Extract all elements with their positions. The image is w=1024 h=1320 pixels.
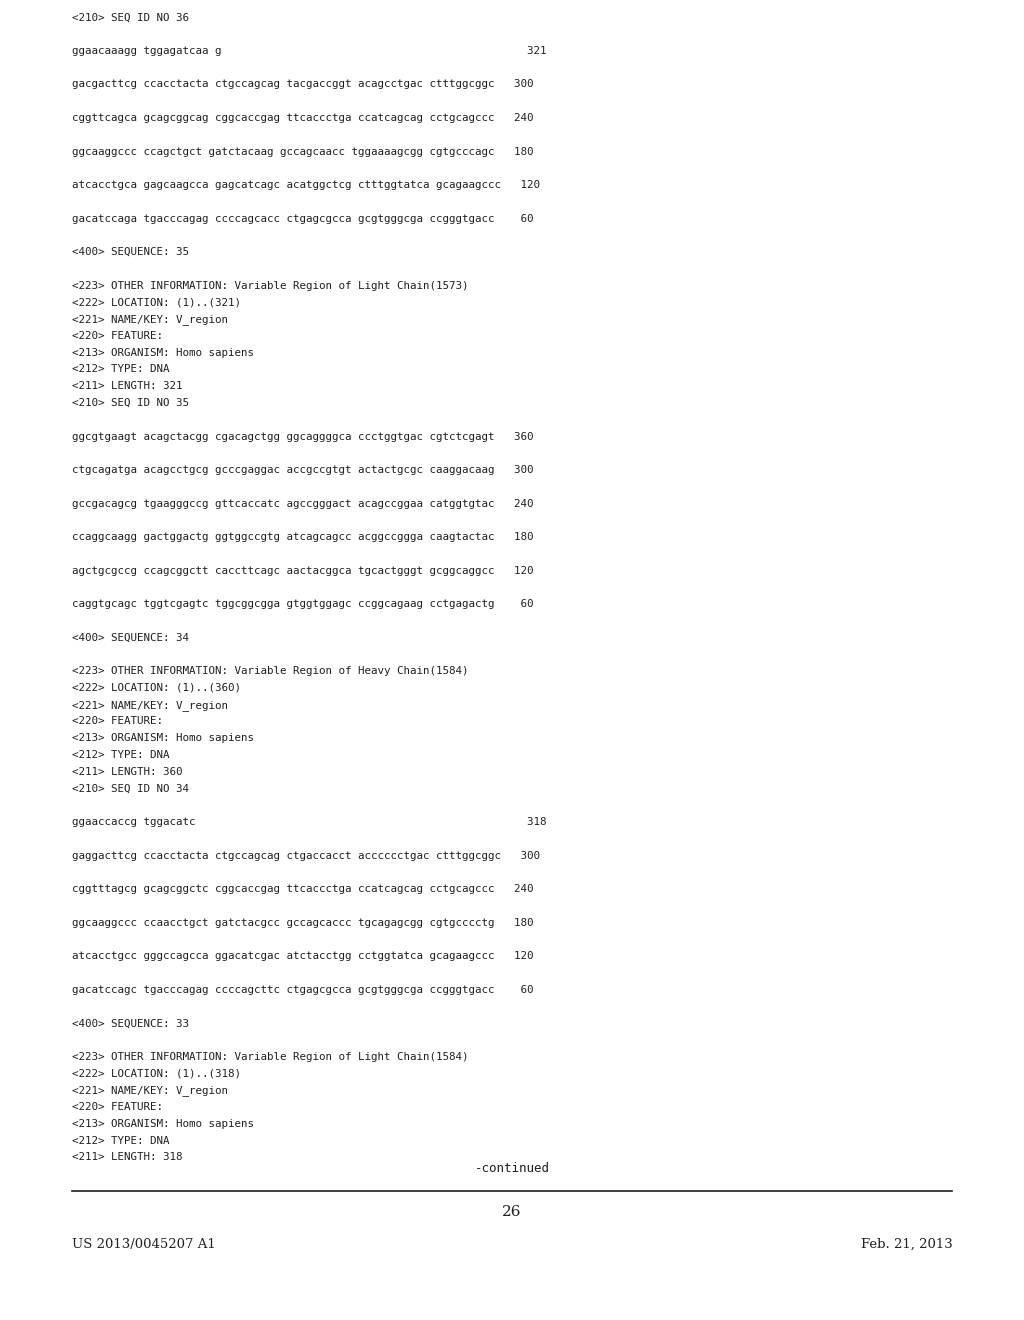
Text: <220> FEATURE:: <220> FEATURE:: [72, 717, 163, 726]
Text: <220> FEATURE:: <220> FEATURE:: [72, 1102, 163, 1111]
Text: cggttcagca gcagcggcag cggcaccgag ttcaccctga ccatcagcag cctgcagccc   240: cggttcagca gcagcggcag cggcaccgag ttcaccc…: [72, 114, 534, 123]
Text: 26: 26: [502, 1205, 522, 1218]
Text: ggaacaaagg tggagatcaa g                                               321: ggaacaaagg tggagatcaa g 321: [72, 46, 546, 55]
Text: <223> OTHER INFORMATION: Variable Region of Light Chain(1584): <223> OTHER INFORMATION: Variable Region…: [72, 1052, 468, 1061]
Text: <221> NAME/KEY: V_region: <221> NAME/KEY: V_region: [72, 314, 227, 325]
Text: Feb. 21, 2013: Feb. 21, 2013: [860, 1238, 952, 1251]
Text: ctgcagatga acagcctgcg gcccgaggac accgccgtgt actactgcgc caaggacaag   300: ctgcagatga acagcctgcg gcccgaggac accgccg…: [72, 465, 534, 475]
Text: gacatccagc tgacccagag ccccagcttc ctgagcgcca gcgtgggcga ccgggtgacc    60: gacatccagc tgacccagag ccccagcttc ctgagcg…: [72, 985, 534, 995]
Text: <212> TYPE: DNA: <212> TYPE: DNA: [72, 364, 169, 375]
Text: <212> TYPE: DNA: <212> TYPE: DNA: [72, 750, 169, 760]
Text: <222> LOCATION: (1)..(321): <222> LOCATION: (1)..(321): [72, 297, 241, 308]
Text: <222> LOCATION: (1)..(360): <222> LOCATION: (1)..(360): [72, 682, 241, 693]
Text: atcacctgca gagcaagcca gagcatcagc acatggctcg ctttggtatca gcagaagccc   120: atcacctgca gagcaagcca gagcatcagc acatggc…: [72, 180, 540, 190]
Text: <211> LENGTH: 360: <211> LENGTH: 360: [72, 767, 182, 776]
Text: <220> FEATURE:: <220> FEATURE:: [72, 331, 163, 341]
Text: <212> TYPE: DNA: <212> TYPE: DNA: [72, 1135, 169, 1146]
Text: <211> LENGTH: 318: <211> LENGTH: 318: [72, 1152, 182, 1163]
Text: ggcaaggccc ccagctgct gatctacaag gccagcaacc tggaaaagcgg cgtgcccagc   180: ggcaaggccc ccagctgct gatctacaag gccagcaa…: [72, 147, 534, 157]
Text: <400> SEQUENCE: 33: <400> SEQUENCE: 33: [72, 1018, 188, 1028]
Text: US 2013/0045207 A1: US 2013/0045207 A1: [72, 1238, 215, 1251]
Text: cggtttagcg gcagcggctc cggcaccgag ttcaccctga ccatcagcag cctgcagccc   240: cggtttagcg gcagcggctc cggcaccgag ttcaccc…: [72, 884, 534, 894]
Text: gacatccaga tgacccagag ccccagcacc ctgagcgcca gcgtgggcga ccgggtgacc    60: gacatccaga tgacccagag ccccagcacc ctgagcg…: [72, 214, 534, 223]
Text: <222> LOCATION: (1)..(318): <222> LOCATION: (1)..(318): [72, 1069, 241, 1078]
Text: -continued: -continued: [474, 1162, 550, 1175]
Text: ccaggcaagg gactggactg ggtggccgtg atcagcagcc acggccggga caagtactac   180: ccaggcaagg gactggactg ggtggccgtg atcagca…: [72, 532, 534, 543]
Text: atcacctgcc gggccagcca ggacatcgac atctacctgg cctggtatca gcagaagccc   120: atcacctgcc gggccagcca ggacatcgac atctacc…: [72, 952, 534, 961]
Text: caggtgcagc tggtcgagtc tggcggcgga gtggtggagc ccggcagaag cctgagactg    60: caggtgcagc tggtcgagtc tggcggcgga gtggtgg…: [72, 599, 534, 609]
Text: <211> LENGTH: 321: <211> LENGTH: 321: [72, 381, 182, 391]
Text: <210> SEQ ID NO 35: <210> SEQ ID NO 35: [72, 399, 188, 408]
Text: gacgacttcg ccacctacta ctgccagcag tacgaccggt acagcctgac ctttggcggc   300: gacgacttcg ccacctacta ctgccagcag tacgacc…: [72, 79, 534, 90]
Text: <213> ORGANISM: Homo sapiens: <213> ORGANISM: Homo sapiens: [72, 1119, 254, 1129]
Text: <223> OTHER INFORMATION: Variable Region of Light Chain(1573): <223> OTHER INFORMATION: Variable Region…: [72, 281, 468, 290]
Text: <221> NAME/KEY: V_region: <221> NAME/KEY: V_region: [72, 700, 227, 710]
Text: <400> SEQUENCE: 34: <400> SEQUENCE: 34: [72, 632, 188, 643]
Text: ggaaccaccg tggacatc                                                   318: ggaaccaccg tggacatc 318: [72, 817, 546, 828]
Text: ggcgtgaagt acagctacgg cgacagctgg ggcaggggca ccctggtgac cgtctcgagt   360: ggcgtgaagt acagctacgg cgacagctgg ggcaggg…: [72, 432, 534, 441]
Text: gccgacagcg tgaagggccg gttcaccatc agccgggact acagccggaa catggtgtac   240: gccgacagcg tgaagggccg gttcaccatc agccggg…: [72, 499, 534, 508]
Text: <210> SEQ ID NO 36: <210> SEQ ID NO 36: [72, 12, 188, 22]
Text: <210> SEQ ID NO 34: <210> SEQ ID NO 34: [72, 784, 188, 793]
Text: <213> ORGANISM: Homo sapiens: <213> ORGANISM: Homo sapiens: [72, 347, 254, 358]
Text: agctgcgccg ccagcggctt caccttcagc aactacggca tgcactgggt gcggcaggcc   120: agctgcgccg ccagcggctt caccttcagc aactacg…: [72, 565, 534, 576]
Text: <221> NAME/KEY: V_region: <221> NAME/KEY: V_region: [72, 1085, 227, 1096]
Text: gaggacttcg ccacctacta ctgccagcag ctgaccacct acccccctgac ctttggcggc   300: gaggacttcg ccacctacta ctgccagcag ctgacca…: [72, 850, 540, 861]
Text: ggcaaggccc ccaacctgct gatctacgcc gccagcaccc tgcagagcgg cgtgcccctg   180: ggcaaggccc ccaacctgct gatctacgcc gccagca…: [72, 917, 534, 928]
Text: <213> ORGANISM: Homo sapiens: <213> ORGANISM: Homo sapiens: [72, 734, 254, 743]
Text: <400> SEQUENCE: 35: <400> SEQUENCE: 35: [72, 247, 188, 257]
Text: <223> OTHER INFORMATION: Variable Region of Heavy Chain(1584): <223> OTHER INFORMATION: Variable Region…: [72, 667, 468, 676]
